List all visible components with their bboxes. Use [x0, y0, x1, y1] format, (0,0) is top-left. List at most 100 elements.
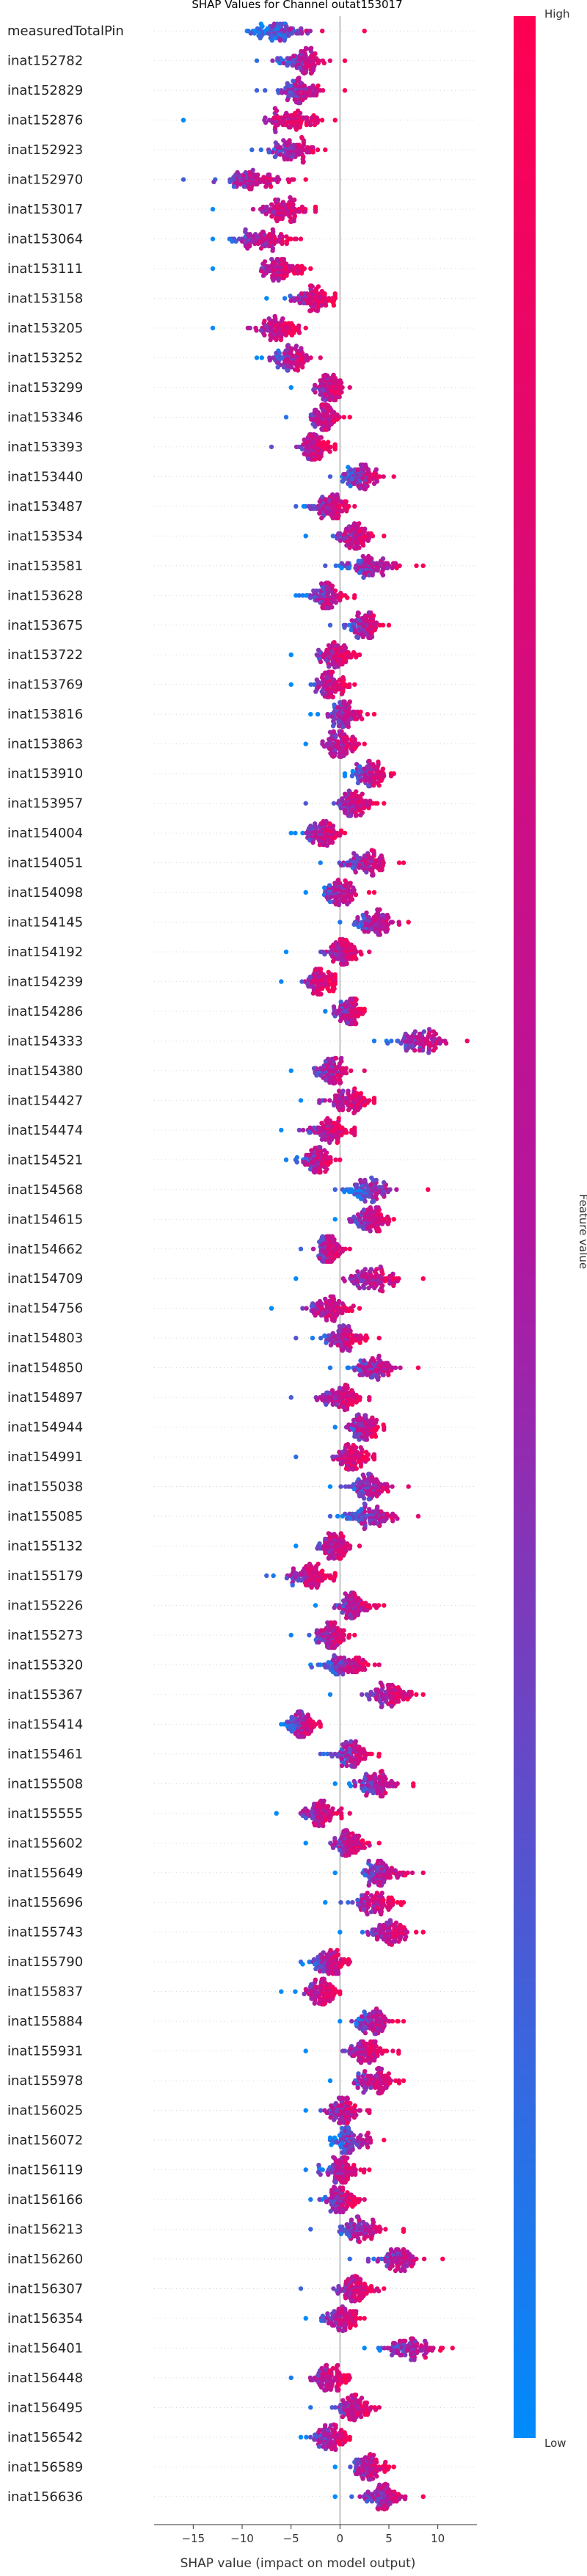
shap-point — [405, 1033, 410, 1039]
shap-point — [308, 355, 313, 360]
feature-label: inat153910 — [7, 766, 83, 782]
shap-point — [379, 912, 385, 918]
shap-point — [303, 534, 308, 539]
shap-point — [323, 563, 328, 568]
shap-point — [330, 1331, 335, 1336]
shap-point — [362, 1285, 367, 1291]
shap-point — [355, 635, 361, 640]
shap-point — [329, 1388, 335, 1393]
shap-point — [366, 469, 371, 475]
shap-point — [333, 397, 338, 403]
shap-point — [396, 1276, 401, 1281]
shap-point — [260, 204, 266, 210]
shap-point — [334, 1011, 340, 1016]
feature-label: inat153158 — [7, 291, 83, 307]
shap-point — [347, 415, 352, 420]
shap-point — [340, 1301, 345, 1306]
shap-point — [323, 302, 329, 308]
shap-point — [279, 1127, 284, 1133]
shap-point — [362, 1501, 367, 1507]
shap-point — [309, 417, 314, 422]
shap-point — [308, 682, 313, 687]
feature-label: inat155743 — [7, 1925, 83, 1940]
shap-point — [335, 1457, 340, 1462]
shap-point — [305, 300, 310, 306]
shap-point — [299, 979, 305, 984]
feature-label: inat156119 — [7, 2163, 83, 2178]
shap-point — [306, 503, 312, 509]
shap-point — [349, 1068, 354, 1074]
shap-point — [233, 239, 238, 244]
shap-point — [352, 716, 357, 721]
shap-point — [366, 889, 372, 895]
shap-point — [351, 1427, 356, 1433]
shap-point — [361, 1496, 367, 1501]
shap-point — [295, 263, 301, 269]
feature-label: inat154286 — [7, 1004, 83, 1019]
shap-point — [277, 37, 283, 43]
shap-point — [363, 1333, 369, 1339]
shap-point — [332, 291, 338, 296]
shap-point — [247, 170, 252, 175]
shap-point — [311, 92, 316, 98]
shap-point — [327, 1484, 333, 1489]
shap-point — [263, 115, 268, 120]
shap-point — [266, 117, 272, 123]
shap-point — [324, 1390, 329, 1395]
shap-point — [357, 570, 362, 575]
shap-point — [321, 440, 326, 445]
shap-point — [367, 479, 372, 484]
shap-point — [307, 974, 313, 980]
feature-label: inat155367 — [7, 1687, 83, 1703]
feature-label: inat152876 — [7, 113, 83, 128]
shap-point — [281, 138, 286, 143]
feature-label: inat156636 — [7, 2489, 83, 2505]
shap-point — [285, 343, 291, 348]
shap-point — [325, 1573, 330, 1579]
chart-title: SHAP Values for Channel outat153017 — [192, 0, 402, 11]
shap-point — [361, 1358, 367, 1364]
shap-point — [288, 385, 294, 390]
shap-point — [332, 1571, 338, 1576]
shap-point — [347, 1348, 352, 1353]
shap-point — [382, 1482, 387, 1487]
shap-point — [327, 1365, 333, 1370]
shap-point — [382, 534, 387, 539]
shap-point — [286, 179, 292, 184]
feature-label: inat154615 — [7, 1212, 83, 1227]
shap-point — [364, 870, 369, 875]
shap-point — [300, 159, 306, 165]
shap-point — [342, 699, 347, 705]
shap-point — [318, 378, 323, 383]
shap-point — [338, 1461, 343, 1466]
feature-label: inat153581 — [7, 559, 83, 574]
shap-point — [379, 778, 384, 783]
shap-point — [263, 88, 268, 93]
shap-point — [332, 665, 338, 670]
shap-point — [294, 100, 299, 105]
shap-point — [327, 58, 332, 63]
shap-point — [295, 271, 300, 276]
shap-point — [341, 1553, 346, 1558]
shap-point — [335, 1513, 340, 1519]
shap-point — [334, 1093, 340, 1099]
shap-point — [347, 385, 352, 390]
shap-point — [343, 1096, 349, 1101]
shap-point — [255, 241, 260, 247]
shap-point — [288, 26, 294, 32]
shap-point — [376, 1281, 381, 1286]
shap-point — [331, 1004, 337, 1009]
shap-point — [266, 244, 271, 249]
shap-point — [376, 1353, 382, 1358]
shap-point — [265, 328, 271, 333]
shap-point — [231, 184, 237, 189]
feature-label: inat152829 — [7, 83, 83, 98]
shap-point — [274, 257, 280, 262]
shap-point — [335, 877, 341, 883]
shap-point — [266, 172, 272, 178]
shap-point — [333, 901, 338, 907]
shap-point — [368, 531, 373, 536]
feature-label: inat153957 — [7, 796, 83, 812]
shap-point — [370, 1375, 375, 1380]
shap-point — [431, 1048, 437, 1053]
